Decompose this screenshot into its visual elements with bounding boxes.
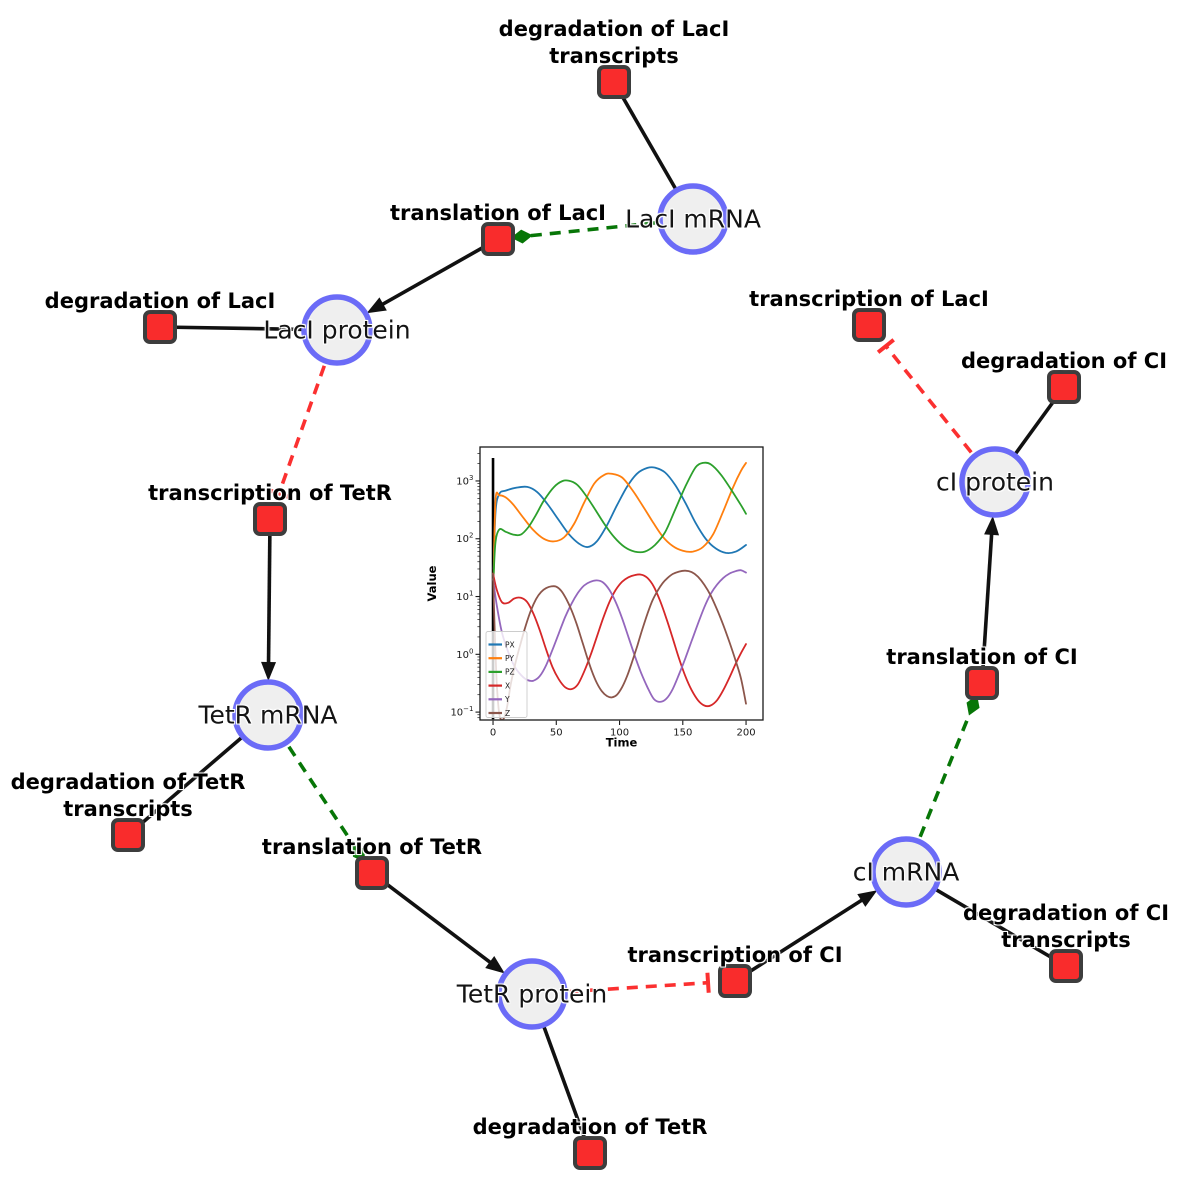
series-layer xyxy=(492,461,747,720)
y-axis-label: Value xyxy=(425,565,439,601)
edge-tl-laci-laci-protein-production-line xyxy=(379,237,499,307)
edge-tc-ci-ci-mrna-arrowhead xyxy=(857,890,878,907)
x-tick-label: 0 xyxy=(490,728,496,739)
series-line-py xyxy=(492,462,747,575)
edge-tl-tetr-tetr-protein-arrowhead xyxy=(485,956,505,974)
x-tick-label: 50 xyxy=(550,728,563,739)
reaction-node-tl-tetr xyxy=(355,856,389,890)
legend-label-pz: PZ xyxy=(505,668,515,677)
edge-ci-protein-tc-laci-inhibitor-tee xyxy=(876,338,895,354)
species-node-ci-mrna xyxy=(870,836,942,908)
reaction-node-tc-laci xyxy=(852,308,886,342)
series-line-pz xyxy=(492,461,747,575)
reaction-node-tl-laci xyxy=(481,222,515,256)
reaction-node-tc-ci xyxy=(718,964,752,998)
x-tick-label: 150 xyxy=(673,728,692,739)
plot-frame xyxy=(479,446,764,721)
series-line-y xyxy=(492,569,747,703)
series-line-x xyxy=(492,572,747,708)
series-line-px xyxy=(492,466,747,570)
reaction-node-deg-tetr xyxy=(573,1136,607,1170)
edge-tl-ci-ci-protein-arrowhead xyxy=(984,515,1000,536)
edge-tl-tetr-tetr-protein-production-line xyxy=(370,871,494,966)
chart-legend: PX PY PZ XYZ xyxy=(485,631,528,718)
species-node-tetr-mrna xyxy=(232,679,304,751)
x-axis-label: Time xyxy=(606,736,638,750)
reaction-node-deg-tetr-tx xyxy=(111,818,145,852)
reaction-node-deg-laci-tx xyxy=(597,65,631,99)
edge-laci-mrna-tl-laci-diamond-arrowhead xyxy=(510,229,533,244)
x-tick-label: 200 xyxy=(737,728,756,739)
edge-laci-protein-tc-tetr-inhibitor-tee xyxy=(268,488,290,499)
legend-label-px: PX xyxy=(505,640,515,649)
edge-ci-mrna-tl-ci-diamond-arrowhead xyxy=(966,695,980,716)
legend-label-y: Y xyxy=(504,695,510,704)
species-node-laci-protein xyxy=(301,294,373,366)
species-node-laci-mrna xyxy=(657,183,729,255)
simulation-inset-chart: 0 50 100 150 20010−1100101102103TimeValuePXP… xyxy=(425,428,775,768)
legend-label-x: X xyxy=(505,681,510,690)
reaction-node-deg-laci xyxy=(143,310,177,344)
edge-tc-tetr-tetr-mrna-production-line xyxy=(266,518,272,666)
species-node-tetr-protein xyxy=(496,958,568,1030)
reaction-node-tc-tetr xyxy=(253,502,287,536)
edge-tl-laci-laci-protein-arrowhead xyxy=(366,297,387,314)
legend-label-py: PY xyxy=(505,654,514,663)
species-node-ci-protein xyxy=(959,446,1031,518)
reaction-node-deg-ci-tx xyxy=(1049,949,1083,983)
chart-background xyxy=(425,428,775,768)
legend-box xyxy=(485,631,528,718)
edge-tc-ci-ci-mrna-production-line xyxy=(734,897,865,983)
x-tick-label: 100 xyxy=(610,728,629,739)
legend-label-z: Z xyxy=(505,709,510,718)
reaction-node-deg-ci xyxy=(1047,370,1081,404)
edge-tetr-protein-tc-ci-inhibitor-tee xyxy=(705,972,711,993)
edge-tc-tetr-tetr-mrna-arrowhead xyxy=(261,661,277,682)
reaction-node-tl-ci xyxy=(965,666,999,700)
edge-tl-ci-ci-protein-production-line xyxy=(980,531,994,684)
